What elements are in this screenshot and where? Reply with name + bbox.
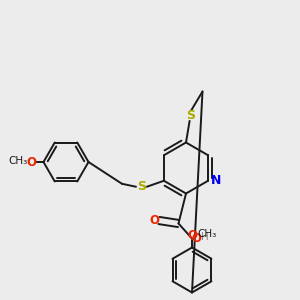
- Text: O: O: [26, 155, 36, 169]
- Text: O: O: [149, 214, 160, 227]
- Text: S: S: [137, 180, 146, 193]
- Text: O: O: [192, 232, 202, 245]
- Text: O: O: [187, 229, 197, 242]
- Text: CH₃: CH₃: [8, 156, 28, 167]
- Text: N: N: [211, 174, 222, 187]
- Text: S: S: [186, 109, 195, 122]
- Text: H: H: [201, 232, 209, 242]
- Text: CH₃: CH₃: [197, 229, 217, 239]
